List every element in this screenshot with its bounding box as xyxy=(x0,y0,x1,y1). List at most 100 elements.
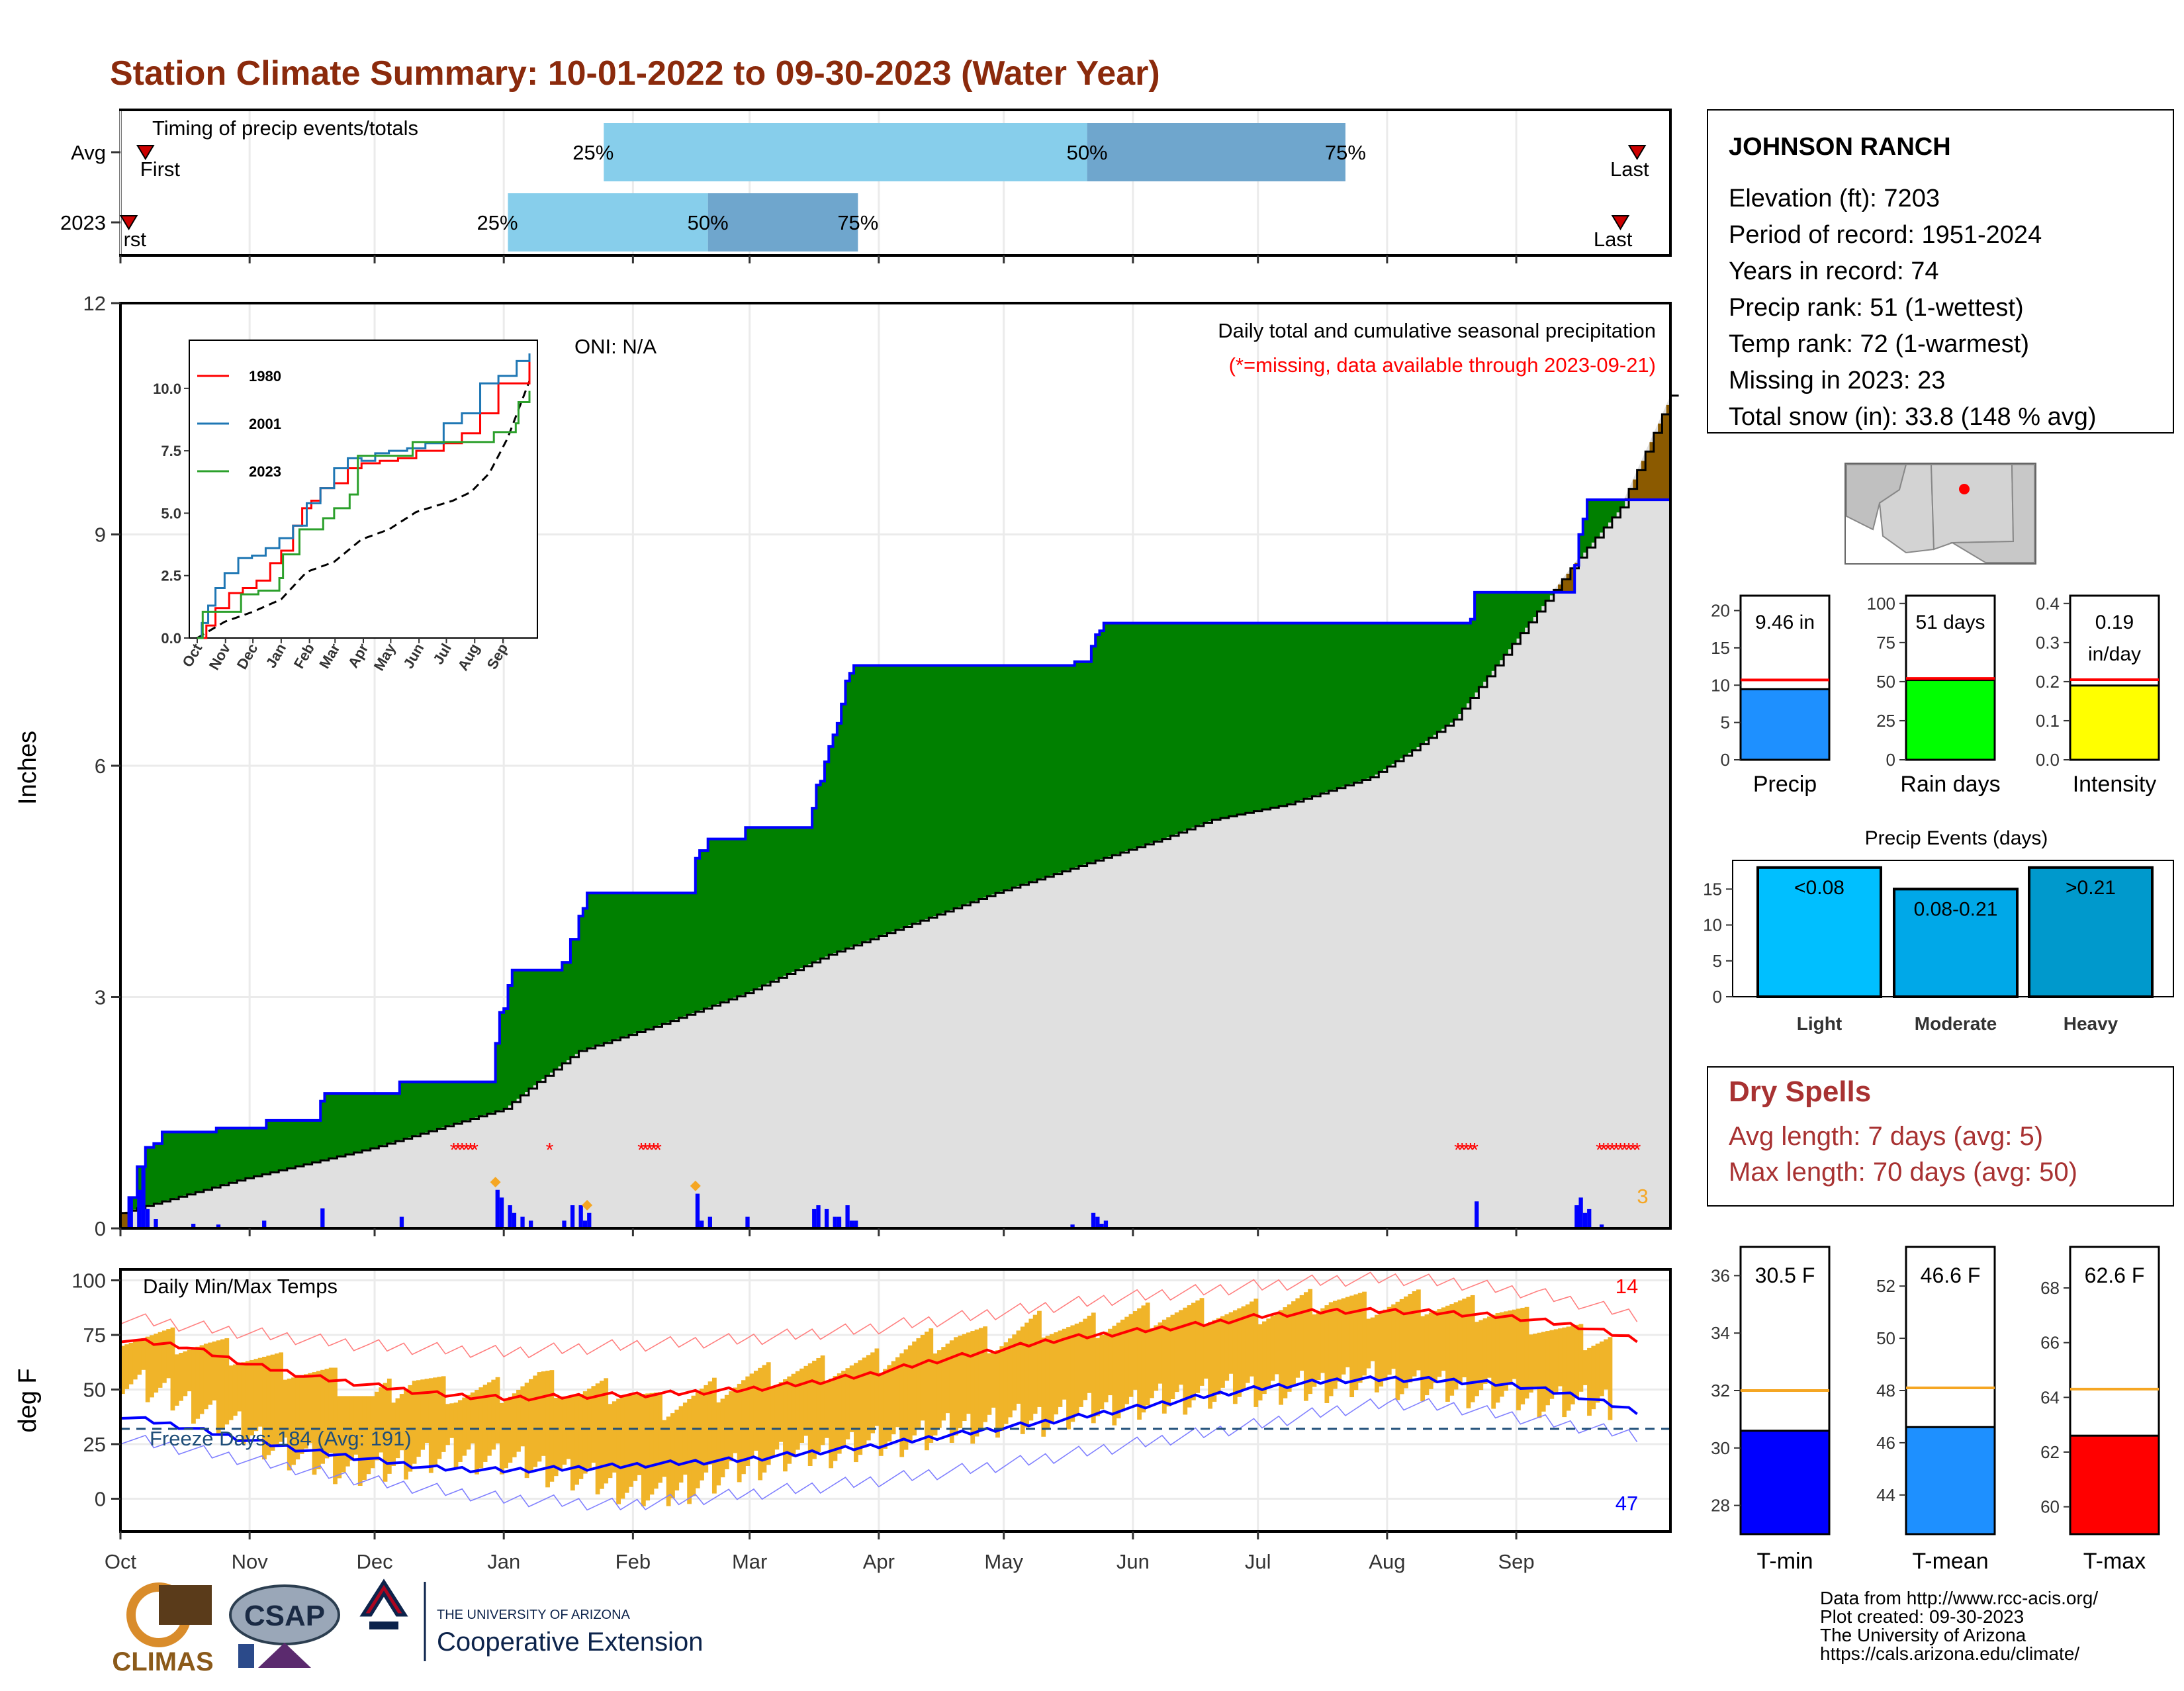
daily-temp-bar xyxy=(849,1365,854,1432)
precip-events-chart: Precip Events (days) 0 5 10 15 <0.08 Light 0.0… xyxy=(1703,827,2174,1034)
precip-ylabel: Inches xyxy=(14,731,42,805)
daily-temp-bar xyxy=(1141,1305,1146,1413)
daily-temp-bar xyxy=(1241,1306,1246,1391)
month-label: Nov xyxy=(232,1550,269,1573)
daily-temp-bar xyxy=(1582,1350,1588,1385)
daily-temp-bar xyxy=(1049,1334,1054,1422)
daily-temp-bar xyxy=(161,1330,167,1383)
temp-gauge-ytick-label: 64 xyxy=(2040,1387,2060,1407)
month-label: Jul xyxy=(1245,1550,1271,1573)
avg-cumulative-line xyxy=(120,394,1679,1214)
precip-ytick-label: 0 xyxy=(95,1217,106,1240)
daily-temp-bar xyxy=(720,1398,725,1478)
temp-gauge-label: T-max xyxy=(2083,1549,2146,1574)
daily-temp-bar xyxy=(987,1353,992,1415)
daily-temp-bar xyxy=(1345,1297,1350,1367)
daily-temp-bar xyxy=(499,1402,504,1475)
station-info-line: Missing in 2023: 23 xyxy=(1729,367,1945,394)
footer-line-4: https://cals.arizona.edu/climate/ xyxy=(1820,1643,2079,1664)
daily-temp-bar xyxy=(375,1391,379,1461)
missing-day-marker: * xyxy=(641,1140,649,1162)
daily-temp-bar xyxy=(891,1361,896,1435)
daily-temp-bar xyxy=(700,1389,704,1481)
daily-temp-bar xyxy=(1253,1299,1259,1407)
daily-temp-bar xyxy=(578,1394,584,1479)
daily-temp-bar xyxy=(328,1367,334,1453)
events-bar-heavy xyxy=(2028,866,2154,999)
daily-temp-bar xyxy=(874,1348,880,1426)
events-ytick-label: 0 xyxy=(1713,987,1722,1007)
daily-precip-bar xyxy=(707,1216,712,1228)
daily-temp-bar xyxy=(299,1375,304,1454)
daily-temp-bar xyxy=(591,1386,596,1463)
chart-title: Station Climate Summary: 10-01-2022 to 0… xyxy=(110,54,1160,93)
daily-temp-bar xyxy=(570,1395,575,1490)
daily-temp-bar xyxy=(1375,1314,1379,1393)
temp-gauge-bar-0 xyxy=(1739,1430,1831,1535)
daily-temp-bar xyxy=(1191,1303,1196,1400)
gauge-label: Rain days xyxy=(1900,772,2000,797)
daily-temp-bar xyxy=(1362,1291,1367,1376)
daily-temp-bar xyxy=(1166,1317,1171,1406)
daily-temp-bar xyxy=(391,1402,396,1466)
events-bar-label: Light xyxy=(1797,1013,1842,1034)
daily-temp-bar xyxy=(837,1373,842,1454)
daily-temp-bar xyxy=(1570,1326,1575,1404)
daily-precip-bar xyxy=(1599,1224,1604,1228)
daily-temp-bar xyxy=(999,1346,1005,1431)
daily-temp-bar xyxy=(1174,1312,1179,1393)
daily-temp-bar xyxy=(1183,1307,1188,1415)
ua-big-text: Cooperative Extension xyxy=(437,1627,703,1657)
events-ytick-label: 15 xyxy=(1703,879,1722,899)
daily-temp-bar xyxy=(253,1359,259,1432)
daily-temp-bar xyxy=(141,1338,146,1370)
daily-temp-bar xyxy=(870,1352,876,1434)
daily-temp-bar xyxy=(1312,1314,1317,1387)
daily-temp-bar xyxy=(1508,1310,1513,1385)
daily-temp-bar xyxy=(1516,1308,1521,1410)
daily-precip-bar xyxy=(141,1166,146,1228)
footer-line-3: The University of Arizona xyxy=(1820,1625,2026,1645)
daily-temp-bar xyxy=(1020,1326,1025,1434)
daily-temp-bar xyxy=(1087,1315,1092,1393)
daily-temp-bar xyxy=(1083,1318,1088,1400)
daily-temp-bar xyxy=(545,1371,550,1488)
missing-day-marker: * xyxy=(450,1140,458,1162)
daily-temp-bar xyxy=(829,1379,834,1469)
daily-temp-bar xyxy=(949,1340,954,1443)
record-min-line xyxy=(120,1398,1638,1511)
gauge-ytick-label: 0.0 xyxy=(2036,750,2060,770)
station-info-line: Precip rank: 51 (1-wettest) xyxy=(1729,294,2024,322)
inset-ytick-label: 5.0 xyxy=(161,505,181,522)
daily-precip-bar xyxy=(1587,1209,1592,1228)
daily-temp-bar xyxy=(387,1379,392,1474)
daily-temp-bar xyxy=(691,1395,696,1496)
last-event-marker xyxy=(1611,215,1630,230)
daily-temp-bar xyxy=(337,1396,342,1479)
daily-temp-bar xyxy=(232,1364,238,1416)
precip-ytick-label: 9 xyxy=(95,524,106,547)
daily-temp-bar xyxy=(1199,1298,1205,1386)
daily-temp-bar xyxy=(674,1409,680,1490)
month-label: Dec xyxy=(356,1550,392,1573)
temp-ylabel: deg F xyxy=(14,1368,42,1432)
daily-temp-bar xyxy=(1504,1311,1508,1391)
daily-temp-bar xyxy=(1291,1301,1296,1385)
daily-temp-bar xyxy=(1274,1312,1279,1375)
daily-temp-bar xyxy=(1482,1318,1488,1384)
station-name: JOHNSON RANCH xyxy=(1729,133,1951,161)
missing-day-marker: * xyxy=(637,1140,645,1162)
daily-temp-bar xyxy=(1353,1294,1359,1391)
station-info-line: Years in record: 74 xyxy=(1729,257,1939,285)
daily-temp-bar xyxy=(612,1401,617,1473)
freeze-days-text: Freeze Days: 184 (Avg: 191) xyxy=(150,1427,412,1450)
daily-temp-bar xyxy=(770,1387,775,1457)
daily-temp-bar xyxy=(883,1369,887,1449)
temp-gauge-ytick-label: 36 xyxy=(1711,1265,1730,1285)
daily-temp-bar xyxy=(1208,1322,1212,1409)
precip-ytick-label: 12 xyxy=(83,292,106,315)
daily-temp-bar xyxy=(866,1355,871,1441)
daily-temp-bar xyxy=(620,1396,625,1499)
temp-gauge-label: T-mean xyxy=(1912,1549,1988,1574)
daily-temp-bar xyxy=(878,1373,884,1456)
